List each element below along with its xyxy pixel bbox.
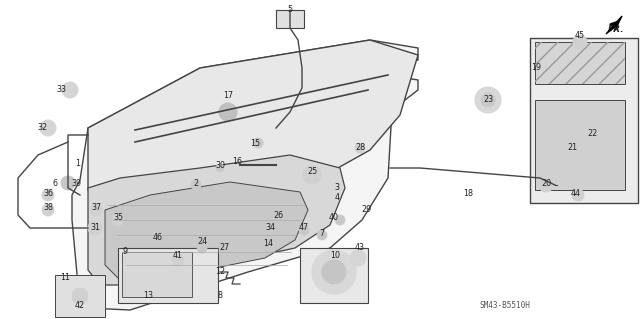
- Text: 1: 1: [76, 159, 81, 167]
- Circle shape: [584, 129, 596, 141]
- Circle shape: [42, 204, 54, 216]
- Text: 13: 13: [143, 292, 153, 300]
- Circle shape: [90, 204, 102, 216]
- Text: 34: 34: [265, 224, 275, 233]
- Polygon shape: [606, 16, 622, 34]
- Circle shape: [273, 213, 283, 223]
- Text: 30: 30: [215, 160, 225, 169]
- Bar: [276, 10, 304, 28]
- Text: 29: 29: [361, 205, 371, 214]
- Text: 42: 42: [75, 300, 85, 309]
- Text: 44: 44: [571, 189, 581, 197]
- Circle shape: [40, 120, 56, 136]
- Circle shape: [253, 138, 263, 148]
- Circle shape: [72, 288, 88, 304]
- Circle shape: [322, 260, 346, 284]
- Text: 14: 14: [263, 239, 273, 248]
- Circle shape: [350, 250, 366, 266]
- Text: 46: 46: [153, 233, 163, 241]
- Text: 38: 38: [43, 204, 53, 212]
- Text: 16: 16: [232, 158, 242, 167]
- Bar: [122, 252, 192, 297]
- Bar: [535, 42, 625, 84]
- Text: 19: 19: [531, 63, 541, 72]
- Circle shape: [61, 176, 75, 190]
- Circle shape: [572, 189, 584, 201]
- Circle shape: [172, 254, 184, 266]
- Text: 12: 12: [215, 268, 225, 277]
- Text: 6: 6: [52, 179, 58, 188]
- Bar: [530, 38, 638, 203]
- Circle shape: [539, 178, 553, 192]
- Text: 18: 18: [463, 189, 473, 197]
- Bar: [535, 42, 625, 84]
- Text: 28: 28: [355, 144, 365, 152]
- Circle shape: [303, 166, 321, 184]
- Polygon shape: [88, 40, 418, 198]
- Bar: [300, 248, 368, 303]
- Text: 25: 25: [307, 167, 317, 176]
- Text: 3: 3: [335, 183, 339, 192]
- Text: 24: 24: [197, 238, 207, 247]
- Bar: [118, 248, 218, 303]
- Text: 41: 41: [173, 250, 183, 259]
- Text: 10: 10: [330, 250, 340, 259]
- Circle shape: [355, 143, 365, 153]
- Text: 45: 45: [575, 31, 585, 40]
- Text: 39: 39: [71, 179, 81, 188]
- Polygon shape: [72, 40, 418, 310]
- Text: 32: 32: [37, 122, 47, 131]
- Circle shape: [62, 82, 78, 98]
- Circle shape: [219, 245, 229, 255]
- Text: 9: 9: [122, 248, 127, 256]
- Circle shape: [335, 215, 345, 225]
- Text: 40: 40: [329, 213, 339, 222]
- Circle shape: [216, 164, 224, 172]
- Circle shape: [312, 250, 356, 294]
- Text: 17: 17: [223, 91, 233, 100]
- Text: 31: 31: [90, 224, 100, 233]
- Text: 23: 23: [483, 95, 493, 105]
- Text: 22: 22: [587, 129, 597, 137]
- Circle shape: [219, 103, 237, 121]
- Text: 37: 37: [91, 204, 101, 212]
- Text: 20: 20: [541, 179, 551, 188]
- Text: 33: 33: [56, 85, 66, 94]
- Circle shape: [197, 243, 207, 253]
- Circle shape: [191, 180, 201, 190]
- Text: 26: 26: [273, 211, 283, 219]
- Text: 43: 43: [355, 243, 365, 253]
- Text: 35: 35: [113, 213, 123, 222]
- Text: 15: 15: [250, 138, 260, 147]
- Text: 7: 7: [319, 228, 324, 238]
- Circle shape: [317, 230, 327, 240]
- Text: 4: 4: [335, 192, 339, 202]
- Circle shape: [112, 214, 124, 226]
- Text: 5: 5: [287, 5, 292, 14]
- Bar: [55, 275, 105, 317]
- Text: 36: 36: [43, 189, 53, 197]
- Circle shape: [481, 93, 495, 107]
- Text: 21: 21: [567, 144, 577, 152]
- Circle shape: [566, 142, 578, 154]
- Circle shape: [88, 221, 102, 235]
- Circle shape: [475, 87, 501, 113]
- Text: 2: 2: [193, 179, 198, 188]
- Bar: [535, 100, 625, 190]
- Circle shape: [299, 225, 309, 235]
- Text: 11: 11: [60, 272, 70, 281]
- Text: 8: 8: [218, 291, 223, 300]
- Circle shape: [42, 189, 54, 201]
- Text: 47: 47: [299, 224, 309, 233]
- Text: 27: 27: [219, 243, 229, 253]
- Text: FR.: FR.: [608, 26, 625, 34]
- Circle shape: [573, 35, 587, 49]
- Polygon shape: [105, 182, 308, 278]
- Polygon shape: [88, 155, 345, 285]
- Text: SM43-B5510H: SM43-B5510H: [480, 300, 531, 309]
- Circle shape: [265, 227, 275, 237]
